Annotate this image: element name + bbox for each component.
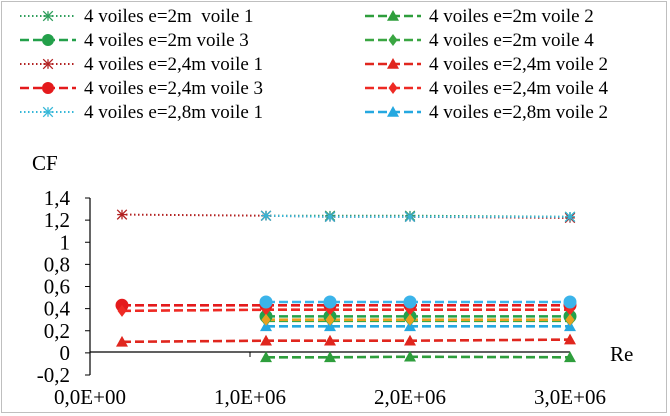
legend-label: 4 voiles e=2m voile 4 — [429, 30, 594, 51]
legend-marker — [42, 34, 54, 46]
legend-item: 4 voiles e=2,4m voile 4 — [365, 78, 609, 99]
data-point — [404, 350, 416, 362]
series-line-8 — [121, 308, 570, 313]
y-axis-ticks: -0,200,20,40,60,811,21,4 — [37, 186, 90, 387]
y-axis-label: CF — [32, 151, 58, 175]
x-axis-ticks: 0,0E+00 1,0E+06 2,0E+06 3,0E+06 — [54, 352, 606, 409]
data-point — [116, 209, 128, 220]
y-tick-label: 0,2 — [44, 319, 70, 343]
legend-label: 4 voiles e=2m voile 1 — [84, 6, 254, 27]
legend-label: 4 voiles e=2,4m voile 1 — [84, 54, 263, 75]
legend-label: 4 voiles e=2,8m voile 2 — [429, 102, 608, 123]
y-tick-label: 0,6 — [44, 275, 70, 299]
x-tick-label: 0,0E+00 — [54, 385, 126, 409]
data-point — [260, 210, 272, 221]
data-point — [261, 313, 271, 326]
data-point — [325, 313, 335, 326]
legend-item: 4 voiles e=2m voile 2 — [365, 6, 594, 27]
series-line-6 — [121, 338, 571, 344]
legend-item: 4 voiles e=2m voile 4 — [365, 30, 594, 51]
data-point — [259, 295, 273, 309]
y-tick-label: 0 — [60, 341, 71, 365]
legend-item: 4 voiles e=2,4m voile 1 — [20, 54, 263, 75]
data-point — [324, 334, 336, 346]
data-point — [403, 295, 417, 309]
x-tick-label: 2,0E+06 — [374, 385, 446, 409]
legend-label: 4 voiles e=2m voile 3 — [84, 30, 249, 51]
data-point — [564, 351, 576, 363]
legend-marker — [387, 10, 399, 21]
data-point — [324, 320, 336, 332]
data-point — [404, 334, 416, 346]
series-line-9 — [265, 214, 570, 218]
data-point — [117, 304, 127, 317]
legend: 4 voiles e=2m voile 1 4 voiles e=2m voile… — [20, 6, 609, 123]
data-point — [405, 313, 415, 326]
legend-marker — [42, 58, 54, 70]
y-tick-label: 0,8 — [44, 252, 70, 276]
data-point — [404, 211, 416, 223]
data-point — [260, 351, 272, 363]
y-tick-label: 1 — [60, 230, 71, 254]
x-tick-label: 1,0E+06 — [214, 385, 286, 409]
legend-marker — [42, 106, 54, 118]
legend-marker — [387, 106, 399, 117]
legend-label: 4 voiles e=2,4m voile 3 — [84, 78, 263, 99]
legend-item: 4 voiles e=2,4m voile 2 — [365, 54, 608, 75]
data-point — [116, 335, 128, 347]
legend-marker — [42, 82, 54, 94]
y-tick-label: -0,2 — [37, 363, 70, 387]
legend-item: 4 voiles e=2,8m voile 1 — [20, 102, 263, 123]
data-point — [563, 295, 577, 309]
y-tick-label: 1,4 — [44, 186, 71, 210]
y-tick-label: 1,2 — [44, 208, 70, 232]
data-point — [260, 320, 272, 332]
data-point — [324, 211, 336, 223]
legend-marker — [388, 82, 398, 94]
y-tick-label: 0,4 — [44, 297, 71, 321]
series-line-2 — [266, 355, 571, 359]
data-point — [323, 295, 337, 309]
x-axis-label: Re — [610, 342, 633, 366]
legend-marker — [387, 58, 399, 69]
data-point — [324, 351, 336, 363]
data-point — [564, 333, 576, 345]
legend-label: 4 voiles e=2,4m voile 4 — [429, 78, 609, 99]
legend-label: 4 voiles e=2,8m voile 1 — [84, 102, 263, 123]
data-point — [404, 320, 416, 332]
legend-label: 4 voiles e=2m voile 2 — [429, 6, 594, 27]
data-point — [260, 334, 272, 346]
legend-item: 4 voiles e=2,8m voile 2 — [365, 102, 608, 123]
data-point — [565, 313, 575, 326]
legend-item: 4 voiles e=2m voile 1 — [20, 6, 254, 27]
legend-marker — [42, 10, 54, 22]
legend-label: 4 voiles e=2,4m voile 2 — [429, 54, 608, 75]
data-point — [564, 320, 576, 332]
series-lines — [121, 213, 571, 359]
series-markers — [115, 209, 577, 363]
legend-item: 4 voiles e=2m voile 3 — [20, 30, 249, 51]
data-point — [564, 211, 576, 223]
legend-marker — [388, 34, 398, 46]
legend-item: 4 voiles e=2,4m voile 3 — [20, 78, 263, 99]
x-tick-label: 3,0E+06 — [534, 385, 606, 409]
